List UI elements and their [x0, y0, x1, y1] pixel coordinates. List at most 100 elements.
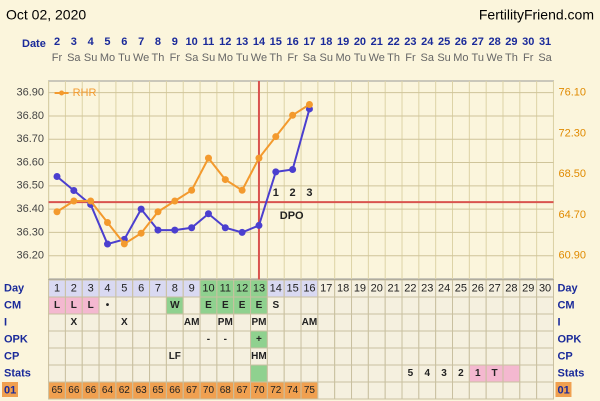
data-point [154, 208, 162, 216]
day-number: 27 [488, 282, 500, 294]
day-number: 19 [354, 282, 366, 294]
table-cell [351, 347, 369, 366]
rhr-value: 66 [85, 385, 97, 396]
table-cell [435, 296, 454, 315]
cell-text: + [256, 334, 262, 345]
cell-text: E [239, 300, 246, 311]
weekday-label: Mo [453, 52, 468, 64]
date-label: 18 [320, 36, 332, 48]
date-label: 26 [455, 36, 467, 48]
weekday-label: Sa [538, 52, 552, 64]
table-cell [519, 347, 538, 366]
table-cell [485, 347, 504, 366]
date-label: Date [22, 38, 46, 50]
table-cell [519, 364, 538, 383]
table-cell [266, 313, 285, 332]
rhr-value: 70 [253, 385, 265, 396]
data-point [221, 176, 229, 184]
cell-text: T [492, 368, 498, 379]
table-cell [334, 313, 353, 332]
cell-text: PM [218, 317, 233, 328]
data-point [154, 226, 162, 234]
cell-text: X [70, 317, 77, 328]
data-point [188, 186, 196, 194]
data-point [53, 208, 61, 216]
data-point [238, 186, 246, 194]
table-cell [367, 347, 386, 366]
table-cell [502, 313, 521, 332]
table-cell [81, 313, 100, 332]
dpo-label: 1 [273, 187, 279, 199]
rhr-value: 72 [270, 385, 282, 396]
table-cell [233, 347, 252, 366]
weekday-label: Su [320, 52, 333, 64]
table-cell [401, 296, 420, 315]
rhr-cell [418, 381, 437, 400]
cell-text: E [205, 300, 212, 311]
table-cell [216, 347, 235, 366]
table-cell [502, 330, 521, 349]
table-cell [418, 296, 437, 315]
table-cell [401, 330, 420, 349]
data-point [53, 173, 61, 181]
table-cell [502, 296, 521, 315]
table-cell [485, 330, 504, 349]
data-point [137, 229, 145, 237]
table-cell [502, 364, 521, 383]
rhr-value: 65 [152, 385, 164, 396]
table-cell [98, 347, 117, 366]
weekday-label: Mo [335, 52, 350, 64]
dpo-text: DPO [280, 210, 304, 222]
table-cell [216, 364, 235, 383]
table-cell [64, 364, 83, 383]
weekday-label: We [369, 52, 385, 64]
day-number: 26 [472, 282, 484, 294]
table-cell [384, 313, 403, 332]
day-number: 21 [387, 282, 399, 294]
table-cell [165, 313, 184, 332]
table-cell [233, 364, 252, 383]
table-cell [182, 296, 201, 315]
table-cell [98, 364, 117, 383]
table-cell [452, 296, 470, 315]
weekday-label: Tu [472, 52, 484, 64]
row-label: CM [557, 299, 574, 311]
table-cell [401, 347, 420, 366]
date-label: 29 [505, 36, 517, 48]
rhr-cell [485, 381, 504, 400]
table-cell [435, 330, 454, 349]
cell-text: E [256, 300, 263, 311]
weekday-label: Th [269, 52, 282, 64]
table-cell [250, 364, 268, 383]
y-tick-label: 36.40 [16, 203, 44, 215]
table-cell [165, 364, 184, 383]
table-cell [300, 296, 319, 315]
cell-text: 5 [408, 368, 414, 379]
day-number: 11 [220, 282, 231, 294]
day-number: 29 [522, 282, 534, 294]
table-cell [452, 330, 470, 349]
table-cell [367, 296, 386, 315]
cell-text: L [88, 300, 94, 311]
table-cell [401, 313, 420, 332]
table-cell [334, 347, 353, 366]
data-point [255, 154, 263, 162]
y-tick-label: 36.80 [16, 110, 44, 122]
table-cell [98, 313, 117, 332]
table-cell [334, 296, 353, 315]
table-cell [468, 313, 487, 332]
date-label: 21 [371, 36, 383, 48]
table-cell [199, 347, 218, 366]
table-cell [81, 330, 100, 349]
row-label-box [2, 382, 18, 397]
row-label-box [555, 382, 572, 397]
cell-text: 3 [441, 368, 447, 379]
table-cell [317, 364, 336, 383]
weekday-label: Fr [52, 52, 63, 64]
table-cell [283, 347, 302, 366]
table-cell [334, 330, 353, 349]
weekday-label: Fr [287, 52, 298, 64]
weekday-label: Th [387, 52, 400, 64]
rhr-cell [502, 381, 521, 400]
date-label: 5 [104, 36, 110, 48]
